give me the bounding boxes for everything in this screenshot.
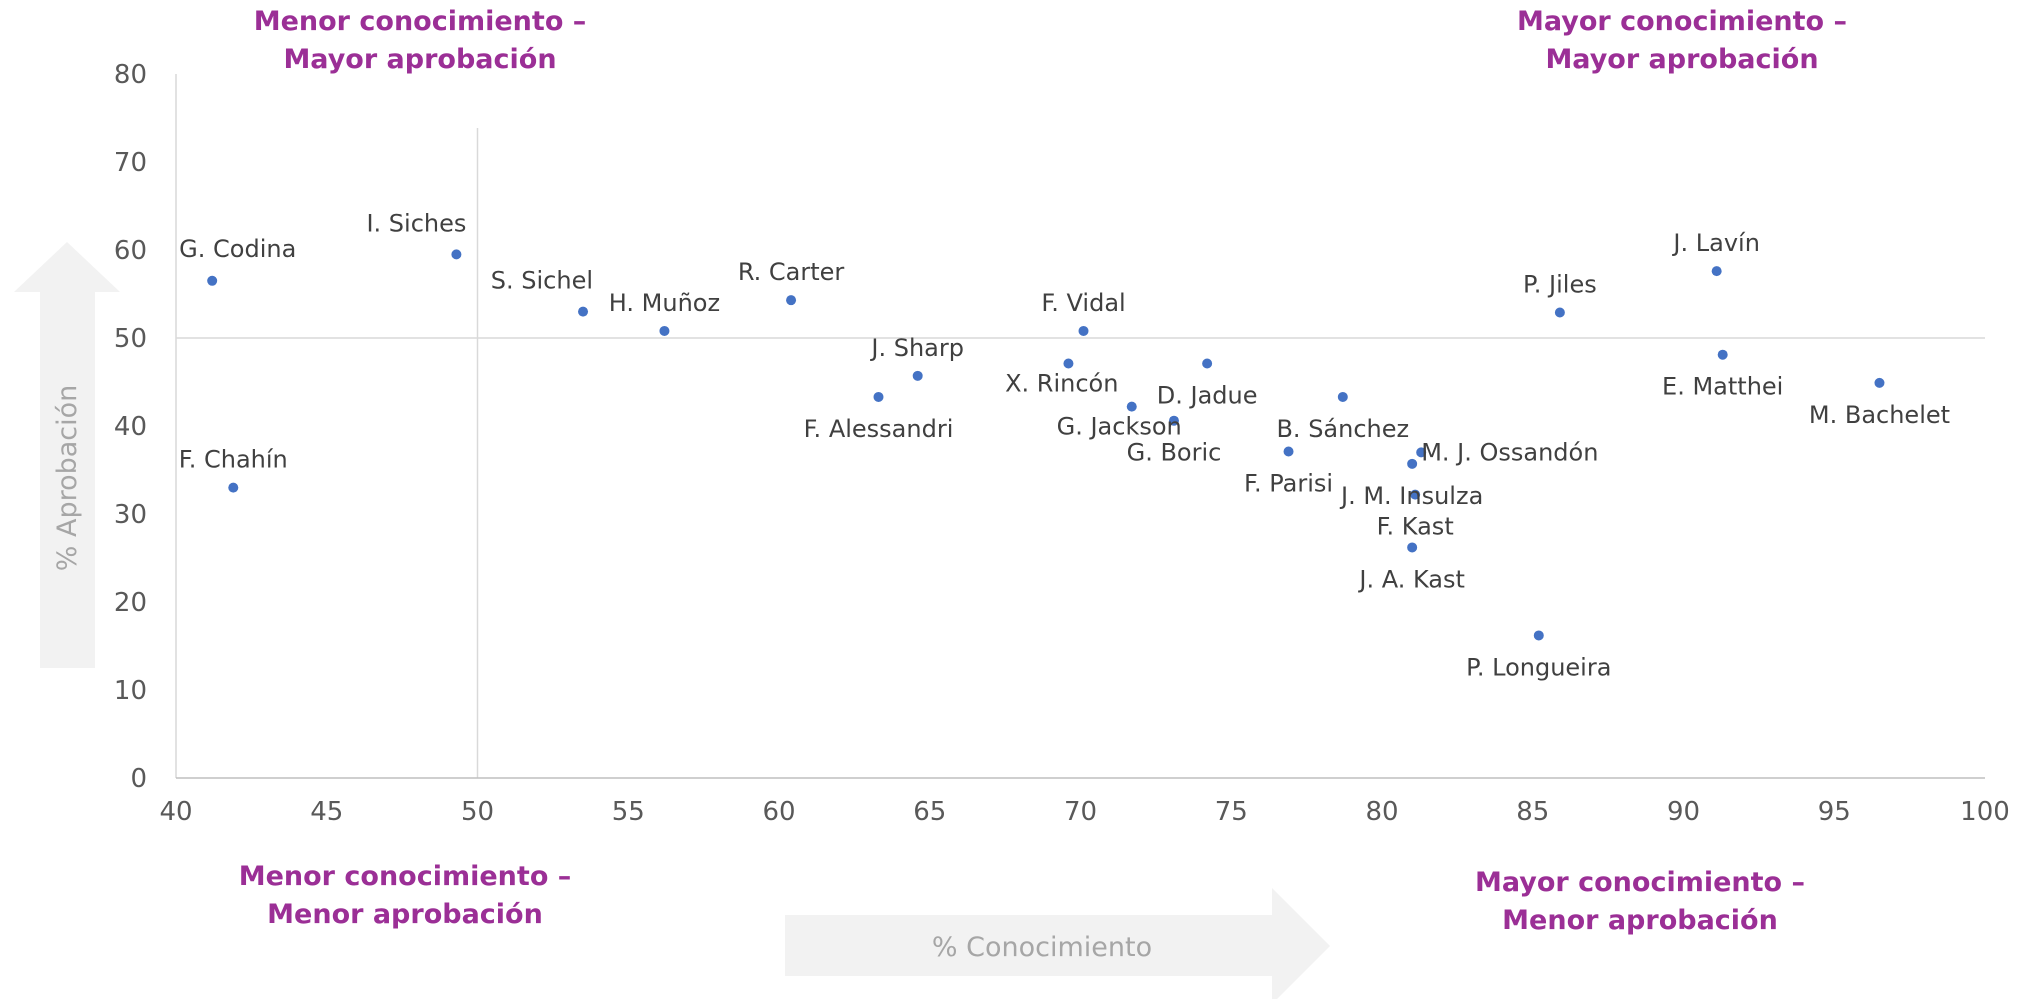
data-label: S. Sichel [491, 267, 593, 295]
data-point [207, 275, 218, 286]
data-label: M. Bachelet [1809, 401, 1950, 429]
y-tick-label: 70 [114, 148, 147, 178]
data-point [786, 295, 797, 306]
data-points [207, 249, 1885, 641]
data-label: P. Longueira [1466, 653, 1611, 681]
data-label: X. Rincón [1005, 370, 1118, 398]
data-label: R. Carter [738, 258, 845, 286]
x-tick-label: 80 [1365, 797, 1398, 827]
data-point [1416, 447, 1427, 458]
data-label: G. Codina [179, 235, 296, 263]
data-point [1202, 358, 1213, 369]
x-tick-label: 60 [762, 797, 795, 827]
x-tick-label: 75 [1215, 797, 1248, 827]
data-label: F. Alessandri [804, 415, 954, 443]
data-label: G. Jackson [1057, 413, 1182, 441]
data-point [1410, 489, 1421, 500]
y-tick-label: 40 [114, 412, 147, 442]
data-point [1717, 349, 1728, 360]
data-label: F. Chahín [179, 446, 288, 474]
data-point [912, 370, 923, 381]
x-axis-arrow [785, 888, 1330, 999]
y-tick-label: 0 [130, 764, 147, 794]
quadrant-top-right-line1: Mayor conocimiento – [1517, 6, 1847, 37]
x-tick-label: 100 [1960, 797, 2010, 827]
x-tick-label: 65 [913, 797, 946, 827]
quadrant-bottom-right-line1: Mayor conocimiento – [1475, 867, 1805, 898]
data-label: F. Vidal [1041, 289, 1125, 317]
data-point [451, 249, 462, 260]
data-point [1126, 401, 1137, 412]
x-tick-label: 90 [1667, 797, 1700, 827]
data-label: G. Boric [1127, 439, 1222, 467]
y-tick-label: 20 [114, 588, 147, 618]
data-point [1874, 377, 1885, 388]
x-tick-label: 40 [159, 797, 192, 827]
data-point [1078, 325, 1089, 336]
quadrant-bottom-left-line1: Menor conocimiento – [239, 861, 572, 892]
x-tick-label: 70 [1064, 797, 1097, 827]
quadrant-bottom-right-line2: Menor aprobación [1502, 905, 1778, 936]
data-point [1168, 415, 1179, 426]
data-label: E. Matthei [1662, 373, 1783, 401]
data-point [228, 482, 239, 493]
data-label: H. Muñoz [609, 289, 720, 317]
x-tick-labels: 40 45 50 55 60 65 70 75 80 85 90 95 100 [159, 797, 2009, 827]
data-point [1554, 307, 1565, 318]
data-label: J. M. Insulza [1339, 482, 1483, 510]
x-tick-label: 55 [612, 797, 645, 827]
data-point [1407, 542, 1418, 553]
data-label: D. Jadue [1157, 382, 1258, 410]
data-label: F. Parisi [1244, 470, 1333, 498]
data-label: J. A. Kast [1357, 565, 1465, 593]
data-point [1283, 446, 1294, 457]
data-point [1337, 391, 1348, 402]
data-label: B. Sánchez [1276, 415, 1409, 443]
data-label: J. Sharp [869, 334, 964, 362]
data-label: M. J. Ossandón [1421, 438, 1598, 466]
data-point [1711, 266, 1722, 277]
data-label: J. Lavín [1671, 229, 1760, 257]
data-point [1533, 630, 1544, 641]
y-tick-label: 30 [114, 500, 147, 530]
x-tick-label: 95 [1818, 797, 1851, 827]
data-point [659, 325, 670, 336]
y-tick-label: 50 [114, 324, 147, 354]
quadrant-bottom-left-line2: Menor aprobación [267, 899, 543, 930]
y-axis-arrow [14, 242, 120, 668]
y-tick-labels: 0 10 20 30 40 50 60 70 80 [114, 60, 147, 794]
x-tick-label: 50 [461, 797, 494, 827]
quadrant-top-right-line2: Mayor aprobación [1545, 44, 1818, 75]
data-label: I. Siches [366, 209, 466, 237]
x-tick-label: 85 [1516, 797, 1549, 827]
data-label: F. Kast [1377, 513, 1454, 541]
data-labels: G. Codina F. Chahín I. Siches S. Sichel H. M… [179, 209, 1950, 681]
data-point [873, 391, 884, 402]
data-label: P. Jiles [1523, 270, 1597, 298]
grid [176, 128, 1985, 778]
axes [175, 74, 1985, 779]
y-tick-label: 10 [114, 676, 147, 706]
y-tick-label: 80 [114, 60, 147, 90]
quadrant-top-left-line1: Menor conocimiento – [254, 6, 587, 37]
data-point [578, 306, 589, 317]
x-axis-title: % Conocimiento [932, 932, 1152, 963]
y-axis-title: % Aprobación [52, 385, 83, 572]
quadrant-top-left-line2: Mayor aprobación [283, 44, 556, 75]
data-point [1063, 358, 1074, 369]
x-tick-label: 45 [310, 797, 343, 827]
y-tick-label: 60 [114, 236, 147, 266]
data-point [1407, 458, 1418, 469]
